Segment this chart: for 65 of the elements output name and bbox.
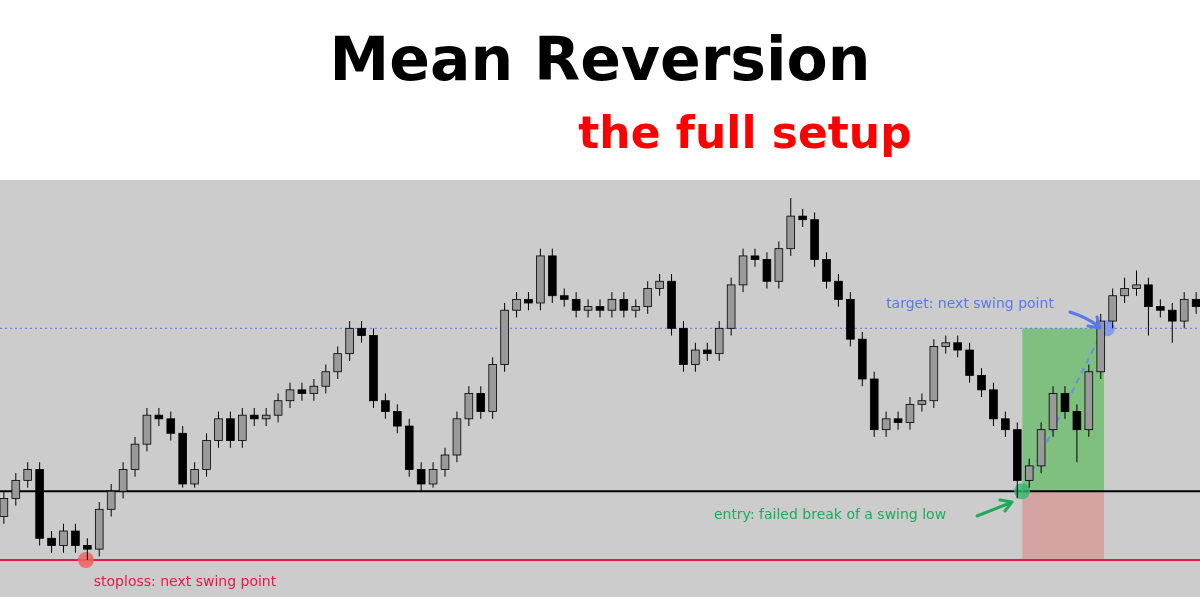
- candlestick: [977, 367, 986, 398]
- candlestick: [309, 378, 319, 402]
- annotation: entry: failed break of a swing low: [713, 506, 947, 523]
- candlestick: [893, 411, 903, 431]
- candlestick: [59, 523, 68, 554]
- candlestick: [1144, 277, 1153, 337]
- candlestick: [1179, 291, 1189, 329]
- candlestick: [1120, 277, 1129, 304]
- candlestick: [691, 342, 700, 373]
- candlestick: [905, 396, 915, 431]
- candlestick: [559, 288, 569, 308]
- candlestick: [512, 291, 521, 318]
- candlestick: [154, 407, 164, 427]
- candlestick: [607, 291, 617, 318]
- candlestick: [1191, 291, 1200, 315]
- candlestick: [1060, 385, 1070, 420]
- candlestick: [249, 407, 259, 427]
- candlestick: [643, 280, 652, 315]
- candlestick: [524, 291, 533, 311]
- candlestick: [655, 273, 664, 297]
- candlestick: [619, 291, 629, 318]
- annotation: stoploss: next swing point: [93, 573, 277, 589]
- candlestick: [381, 392, 390, 420]
- candlestick: [798, 208, 807, 228]
- candlestick: [166, 411, 176, 442]
- candlestick: [226, 411, 235, 449]
- candlestick: [190, 461, 199, 489]
- candlestick: [631, 298, 641, 318]
- candlestick: [1168, 302, 1177, 344]
- candlestick: [83, 537, 92, 561]
- candlestick: [822, 251, 831, 289]
- candlestick: [1132, 269, 1141, 297]
- candlestick: [428, 461, 438, 489]
- candlestick: [23, 461, 32, 489]
- candlestick: [750, 248, 760, 268]
- candlestick: [47, 530, 56, 554]
- candlestick: [1001, 411, 1010, 438]
- candlestick: [440, 447, 450, 478]
- candlestick: [297, 382, 307, 402]
- candlestick: [571, 291, 581, 318]
- candlestick: [273, 392, 283, 423]
- candlestick: [333, 345, 342, 380]
- candlestick: [214, 411, 223, 449]
- candlestick: [1024, 458, 1034, 489]
- annotation: target: next swing point: [886, 295, 1055, 312]
- candlestick: [261, 407, 271, 427]
- candlestick: [393, 403, 402, 434]
- candlestick: [357, 320, 366, 344]
- candlestick: [917, 392, 927, 413]
- candlestick: [595, 298, 605, 318]
- candlestick: [476, 385, 486, 420]
- candlestick: [583, 298, 593, 318]
- candlestick: [941, 335, 951, 355]
- candlestick: [71, 523, 80, 554]
- candlestick: [881, 411, 891, 438]
- candlestick: [834, 273, 843, 308]
- chart-title: Mean Reversion: [329, 24, 871, 94]
- candlestick: [703, 342, 712, 362]
- candlestick: [285, 382, 295, 409]
- chart-subtitle: the full setup: [578, 107, 912, 158]
- candlestick: [762, 251, 772, 289]
- candlestick: [1072, 403, 1082, 463]
- candlestick: [321, 364, 331, 394]
- candlestick: [953, 335, 962, 358]
- candlestick: [1156, 298, 1165, 318]
